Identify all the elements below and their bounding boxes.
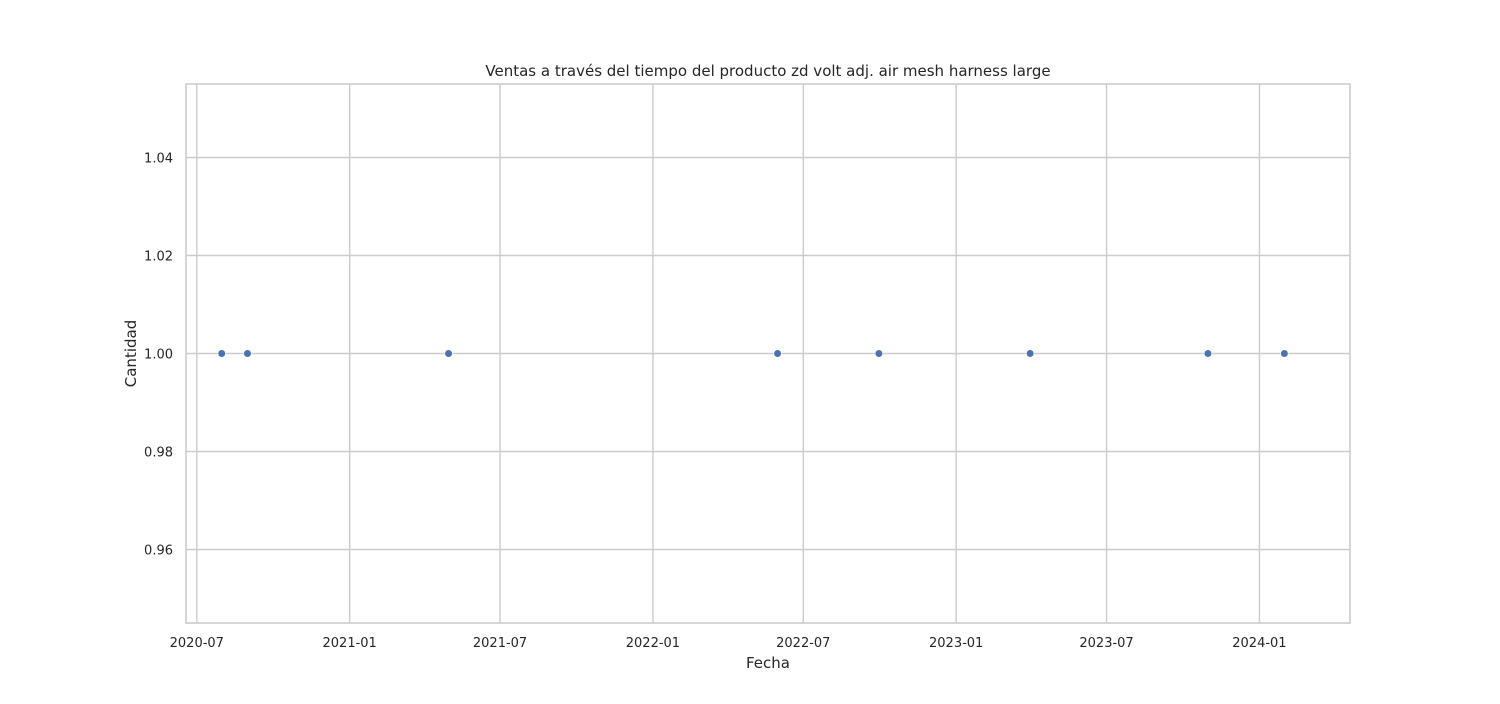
data-point <box>1026 349 1035 358</box>
x-tick-label: 2022-07 <box>776 636 830 651</box>
data-point <box>243 349 252 358</box>
x-tick-label: 2020-07 <box>170 636 224 651</box>
data-point <box>1280 349 1289 358</box>
x-tick-label: 2024-01 <box>1232 636 1286 651</box>
x-tick-label: 2023-07 <box>1079 636 1133 651</box>
x-axis-label: Fecha <box>746 654 790 672</box>
y-tick-label: 0.98 <box>144 446 173 461</box>
data-points <box>217 349 1289 358</box>
y-tick-label: 1.02 <box>144 250 173 265</box>
y-tick-label: 1.04 <box>144 152 173 167</box>
x-tick-label: 2022-01 <box>626 636 680 651</box>
x-tick-label: 2021-01 <box>323 636 377 651</box>
data-point <box>874 349 884 358</box>
data-point <box>444 349 453 358</box>
y-axis-ticks: 0.96 0.98 1.00 1.02 1.04 <box>144 152 173 559</box>
grid <box>186 84 1350 623</box>
x-tick-label: 2023-01 <box>929 636 983 651</box>
data-point <box>1203 349 1213 358</box>
chart-title: Ventas a través del tiempo del producto … <box>485 62 1050 80</box>
y-tick-label: 0.96 <box>144 544 173 559</box>
y-axis-label: Cantidad <box>122 320 140 387</box>
data-point <box>217 349 226 358</box>
x-tick-label: 2021-07 <box>473 636 527 651</box>
data-point <box>773 349 782 358</box>
plot-area-frame <box>185 83 1351 624</box>
y-tick-label: 1.00 <box>144 348 173 363</box>
x-axis-ticks: 2020-07 2021-01 2021-07 2022-01 2022-07 2023-… <box>170 636 1287 651</box>
